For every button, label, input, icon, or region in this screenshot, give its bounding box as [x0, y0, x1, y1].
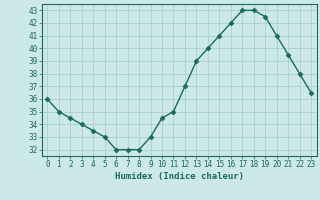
- X-axis label: Humidex (Indice chaleur): Humidex (Indice chaleur): [115, 172, 244, 181]
